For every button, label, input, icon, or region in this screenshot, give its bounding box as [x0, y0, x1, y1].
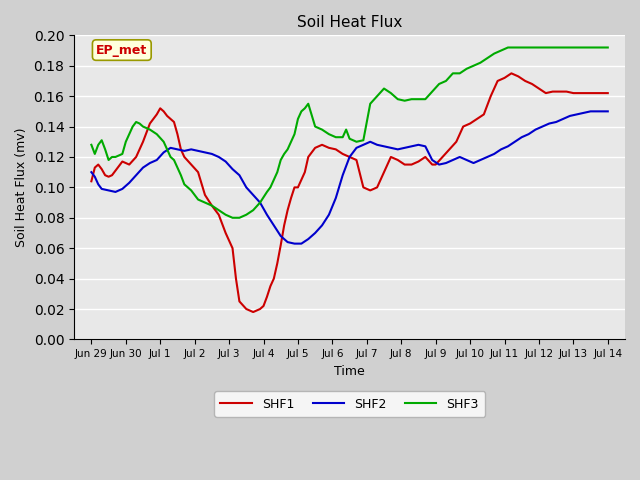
SHF2 [250, 192, 257, 198]
SHF3 [504, 45, 512, 50]
SHF1 [88, 179, 95, 184]
SHF3 [280, 151, 288, 157]
SHF3 [305, 101, 312, 107]
SHF1 [408, 162, 415, 168]
SHF1 [250, 309, 257, 315]
SHF3 [88, 142, 95, 148]
SHF1 [160, 108, 168, 114]
SHF2 [353, 145, 360, 151]
SHF3 [228, 215, 236, 221]
SHF2 [604, 108, 612, 114]
Line: SHF3: SHF3 [92, 48, 608, 218]
SHF1 [422, 154, 429, 160]
Line: SHF2: SHF2 [92, 111, 608, 244]
Y-axis label: Soil Heat Flux (mv): Soil Heat Flux (mv) [15, 128, 28, 247]
SHF3 [604, 45, 612, 50]
Legend: SHF1, SHF2, SHF3: SHF1, SHF2, SHF3 [214, 391, 485, 417]
SHF2 [311, 230, 319, 236]
SHF3 [325, 131, 333, 137]
X-axis label: Time: Time [334, 365, 365, 378]
SHF1 [445, 146, 453, 152]
SHF2 [166, 145, 174, 151]
SHF1 [438, 154, 446, 160]
SHF3 [132, 119, 140, 125]
Line: SHF1: SHF1 [92, 73, 608, 312]
SHF3 [566, 45, 573, 50]
SHF1 [508, 71, 515, 76]
SHF2 [587, 108, 595, 114]
SHF2 [88, 169, 95, 175]
Text: EP_met: EP_met [96, 44, 147, 57]
SHF3 [195, 197, 202, 203]
SHF2 [111, 189, 119, 195]
Title: Soil Heat Flux: Soil Heat Flux [297, 15, 403, 30]
SHF1 [604, 90, 612, 96]
SHF1 [101, 172, 109, 178]
SHF2 [463, 157, 470, 163]
SHF2 [291, 241, 298, 247]
